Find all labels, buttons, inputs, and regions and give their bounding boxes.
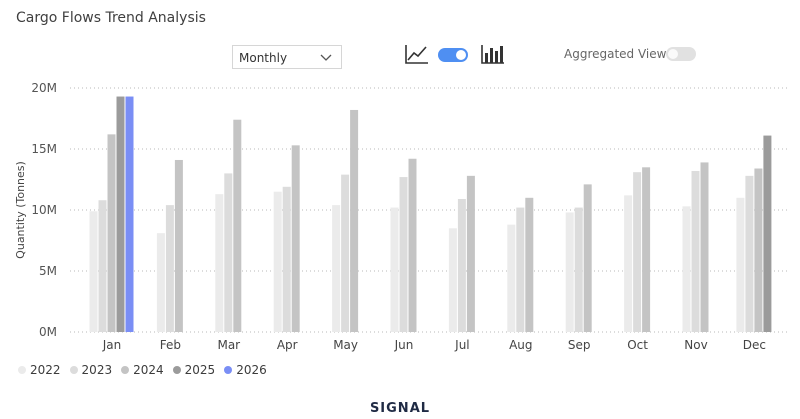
bar-2022-oct [624, 195, 633, 332]
bar-chart-icon[interactable] [480, 43, 506, 69]
bar-2023-dec [745, 175, 754, 332]
x-tick-label: Mar [217, 338, 240, 352]
bar-2022-apr [273, 191, 282, 332]
bar-2024-jul [466, 175, 475, 332]
bar-2024-dec [754, 168, 763, 332]
legend-marker [18, 366, 26, 374]
legend-label: 2025 [184, 363, 216, 377]
bar-2023-may [341, 174, 350, 332]
legend-marker [69, 366, 78, 374]
legend-label: 2024 [133, 363, 164, 377]
bar-2025-dec [763, 135, 772, 332]
bar-2022-aug [507, 224, 516, 332]
bar-2023-feb [165, 205, 174, 332]
brand-logo: SIGNAL [369, 401, 431, 416]
chart-type-toggle[interactable] [438, 48, 468, 62]
period-dropdown[interactable]: Monthly [232, 45, 342, 69]
bar-2024-sep [583, 184, 592, 332]
chevron-down-icon [319, 50, 333, 67]
bar-2024-apr [291, 145, 300, 332]
x-tick-label: May [333, 338, 358, 352]
chart-legend: 2022 2023 2024 2025 2026 [18, 363, 276, 377]
bar-2023-mar [224, 173, 233, 332]
bar-2024-mar [233, 119, 242, 332]
line-chart-icon[interactable] [404, 43, 430, 69]
period-dropdown-value: Monthly [239, 51, 288, 65]
legend-item[interactable]: 2022 [18, 363, 61, 377]
bar-2024-jan [107, 134, 116, 332]
legend-label: 2022 [30, 363, 61, 377]
x-tick-label: Jan [102, 338, 122, 352]
x-tick-label: Jun [394, 338, 414, 352]
legend-marker [121, 366, 130, 374]
bar-2023-jun [399, 177, 408, 332]
y-tick-label: 15M [31, 142, 57, 156]
y-tick-label: 10M [31, 203, 57, 217]
x-tick-label: Apr [277, 338, 298, 352]
bar-2022-jan [89, 211, 98, 332]
y-tick-label: 20M [31, 81, 57, 95]
bar-2023-jul [457, 199, 466, 332]
bar-2022-mar [215, 194, 224, 332]
bar-2024-aug [525, 197, 534, 332]
bar-2022-may [332, 205, 341, 332]
bar-2023-jan [98, 200, 107, 332]
toggle-knob [668, 49, 678, 59]
x-tick-label: Jul [454, 338, 469, 352]
aggregated-view-label: Aggregated View [564, 47, 667, 61]
legend-label: 2026 [236, 363, 267, 377]
legend-item[interactable]: 2026 [224, 363, 267, 377]
bar-2023-sep [574, 207, 583, 332]
aggregated-view-toggle[interactable] [666, 47, 696, 61]
bar-2023-oct [633, 172, 642, 332]
bar-2024-oct [642, 167, 651, 332]
bar-2026-jan [125, 96, 134, 332]
bar-2023-apr [282, 186, 291, 332]
legend-item[interactable]: 2024 [121, 363, 164, 377]
toggle-knob [456, 50, 466, 60]
x-tick-label: Feb [160, 338, 181, 352]
bar-2023-aug [516, 207, 525, 332]
bar-2022-dec [736, 197, 745, 332]
x-tick-label: Sep [568, 338, 591, 352]
bar-2022-jul [448, 228, 457, 332]
bar-2022-nov [682, 206, 691, 332]
bar-2025-jan [116, 96, 125, 332]
x-tick-label: Aug [509, 338, 532, 352]
legend-marker [172, 366, 181, 374]
x-tick-label: Dec [743, 338, 766, 352]
bar-2022-jun [390, 207, 399, 332]
page-title: Cargo Flows Trend Analysis [16, 10, 206, 26]
legend-item[interactable]: 2025 [172, 363, 216, 377]
bar-2024-feb [174, 159, 183, 332]
bar-2024-nov [700, 162, 709, 332]
bar-2022-feb [156, 233, 165, 332]
legend-marker [224, 366, 233, 374]
bar-2024-jun [408, 158, 417, 332]
bar-2024-may [350, 109, 359, 333]
y-tick-label: 0M [39, 325, 57, 339]
x-tick-label: Oct [627, 338, 648, 352]
x-tick-label: Nov [684, 338, 707, 352]
y-tick-label: 5M [39, 264, 57, 278]
bar-chart: 0M 5M 10M 15M 20M Quantity (Tonnes) Jan Feb Mar A… [14, 81, 790, 352]
y-axis-label: Quantity (Tonnes) [14, 161, 27, 259]
bar-2023-nov [691, 170, 700, 332]
bar-2022-sep [565, 212, 574, 332]
legend-label: 2023 [81, 363, 113, 377]
legend-item[interactable]: 2023 [69, 363, 113, 377]
